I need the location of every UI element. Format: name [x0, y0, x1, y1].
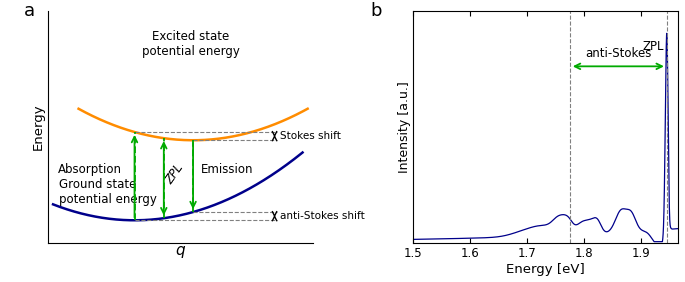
X-axis label: Energy [eV]: Energy [eV]	[506, 263, 585, 276]
Text: a: a	[23, 2, 35, 20]
Text: b: b	[370, 2, 382, 20]
X-axis label: q: q	[175, 243, 185, 257]
Y-axis label: Intensity [a.u.]: Intensity [a.u.]	[397, 81, 410, 173]
Text: ZPL: ZPL	[643, 40, 664, 53]
Text: Emission: Emission	[201, 163, 253, 176]
Text: anti-Stokes shift: anti-Stokes shift	[279, 211, 364, 221]
Text: Ground state
potential energy: Ground state potential energy	[58, 178, 156, 206]
Text: Stokes shift: Stokes shift	[279, 131, 340, 141]
Y-axis label: Energy: Energy	[32, 103, 45, 150]
Text: Excited state
potential energy: Excited state potential energy	[142, 30, 240, 58]
Text: anti-Stokes: anti-Stokes	[585, 47, 651, 60]
Text: Absorption: Absorption	[58, 163, 122, 176]
Text: ZPL: ZPL	[164, 161, 186, 186]
